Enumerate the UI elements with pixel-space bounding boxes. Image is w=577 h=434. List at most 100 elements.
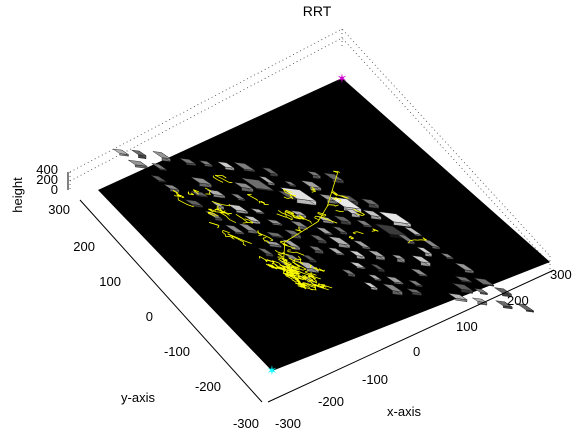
tree-branch-edge	[229, 204, 231, 207]
building-roof	[279, 187, 317, 202]
tree-branch-edge	[315, 281, 317, 283]
building	[224, 224, 245, 235]
tree-branch-edge	[371, 230, 376, 232]
tree-branch-edge	[305, 283, 310, 287]
building-roof	[494, 287, 512, 295]
tree-branch-edge	[259, 255, 268, 261]
tree-branch-edge	[356, 213, 363, 216]
tree-branch-edge	[286, 216, 293, 221]
building-roof	[190, 176, 212, 185]
building-roof	[333, 215, 352, 223]
building	[341, 269, 356, 278]
tree-branch-edge	[242, 218, 248, 223]
tree-branch-edge	[188, 193, 194, 196]
tree-branch-edge	[271, 260, 274, 263]
building-roof	[370, 263, 385, 271]
building-roof	[385, 276, 404, 284]
tree-branch-edge	[341, 195, 349, 199]
tree-branch-edge	[213, 176, 218, 181]
tree-branch-edge	[271, 261, 275, 265]
tree-branch-edge	[331, 191, 339, 196]
tree-branch-edge	[285, 265, 290, 269]
building-roof	[217, 161, 235, 169]
building-roof	[391, 254, 405, 260]
building	[353, 240, 371, 250]
tree-branch-edge	[196, 192, 199, 195]
tree-branch-edge	[235, 213, 241, 218]
x-tick-neg200: -200	[318, 394, 344, 409]
tree-branch-edge	[289, 268, 299, 272]
building	[332, 226, 348, 236]
building	[310, 234, 327, 245]
tree-branch-edge	[222, 175, 227, 179]
tree-branch-edge	[215, 174, 223, 180]
building-roof	[151, 163, 167, 170]
tree-branch-edge	[297, 275, 308, 280]
building-roof	[266, 231, 284, 238]
building-roof	[150, 175, 167, 182]
tree-branch-edge	[292, 215, 296, 219]
tree-branch-edge	[278, 257, 282, 260]
tree-branch-edge	[246, 221, 253, 224]
tree-branch-edge	[268, 237, 274, 241]
tree-branch-edge	[304, 274, 307, 278]
tree-branch-edge	[307, 283, 316, 287]
tree-branch-edge	[249, 219, 254, 224]
tree-branch-edge	[295, 280, 300, 283]
y-tick-300: 300	[48, 202, 70, 217]
tree-branch-edge	[217, 203, 223, 205]
building	[328, 236, 351, 249]
building	[362, 209, 382, 221]
tree-branch-edge	[310, 221, 312, 224]
building	[283, 229, 302, 240]
tree-branch-edge	[243, 240, 252, 244]
tree-branch-edge	[288, 215, 293, 218]
tree-branch-edge	[320, 284, 327, 288]
tree-branch-edge	[222, 230, 224, 233]
building-roof	[341, 269, 356, 275]
building	[495, 300, 513, 310]
ground-plane	[98, 78, 550, 371]
building-roof	[290, 210, 307, 216]
tree-branch-edge	[285, 273, 292, 276]
building	[205, 189, 226, 199]
building-roof	[332, 226, 348, 233]
building	[404, 226, 422, 237]
tree-branch-edge	[333, 170, 339, 172]
tree-branch-edge	[257, 232, 263, 236]
tree-branch-edge	[254, 198, 259, 201]
tree-branch-edge	[281, 258, 292, 265]
tree-branch-edge	[335, 196, 342, 201]
building	[455, 276, 472, 284]
y-axis-line	[79, 199, 263, 403]
tree-branch-edge	[283, 189, 293, 193]
building	[266, 219, 283, 227]
tree-branch-edge	[213, 213, 219, 217]
building	[128, 159, 148, 169]
building-roof	[448, 293, 468, 300]
building	[356, 219, 372, 228]
building-roof	[264, 240, 282, 246]
tree-branch-edge	[295, 251, 305, 256]
start-marker: ✶	[267, 363, 278, 378]
tree-branch-edge	[273, 263, 279, 268]
tree-branch-edge	[268, 264, 277, 269]
y-tick-neg300: -300	[233, 416, 259, 431]
building-roof	[112, 148, 129, 155]
building	[238, 223, 258, 235]
building	[244, 215, 261, 225]
tree-branch-edge	[235, 236, 244, 241]
tree-branch-edge	[278, 262, 283, 268]
tree-branch-edge	[306, 279, 309, 282]
tree-branch-edge	[217, 179, 224, 183]
building	[410, 268, 428, 277]
tree-branch-edge	[282, 244, 293, 248]
building	[264, 240, 282, 249]
tree-branch-edge	[187, 192, 190, 195]
tree-branch-edge	[334, 204, 339, 207]
tree-branch-edge	[314, 215, 317, 219]
building	[406, 288, 422, 296]
building-roof	[290, 220, 308, 228]
building	[370, 263, 385, 273]
tree-branch-edge	[298, 276, 303, 280]
